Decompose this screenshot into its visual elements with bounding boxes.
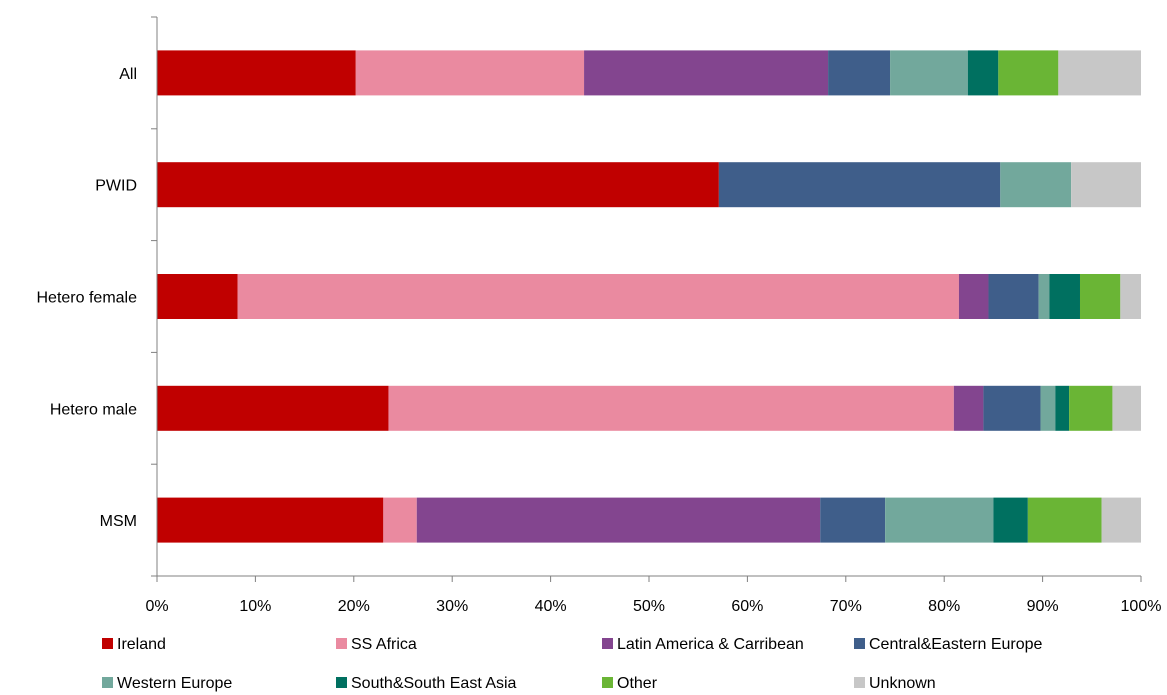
y-tick-label-pwid: PWID [95, 178, 137, 195]
bar-segment-pwid-western-europe [1000, 162, 1072, 208]
y-tick-label-msm: MSM [100, 513, 137, 530]
bar-segment-hetero-female-latin-america-carribean [958, 274, 989, 319]
bar-segment-all-ss-africa [355, 50, 585, 96]
legend-label-ireland: Ireland [117, 636, 166, 653]
legend-label-central-eastern-europe: Central&Eastern Europe [869, 636, 1043, 653]
legend-swatch-south-south-east-asia [336, 677, 347, 688]
legend: Ireland SS Africa Latin America & Carribea… [102, 636, 1043, 692]
bar-segment-hetero-female-western-europe [1038, 274, 1050, 319]
bar-segment-all-other [998, 50, 1059, 96]
legend-swatch-latin-america-carribean [602, 638, 613, 649]
x-tick-label: 20% [338, 598, 370, 615]
bar-segment-hetero-male-ireland [157, 385, 389, 431]
bars-layer [157, 50, 1141, 543]
legend-swatch-central-eastern-europe [854, 638, 865, 649]
legend-label-latin-america-carribean: Latin America & Carribean [617, 636, 804, 653]
legend-label-ss-africa: SS Africa [351, 636, 417, 653]
x-tick-label: 0% [145, 598, 168, 615]
bar-segment-msm-other [1027, 497, 1102, 543]
x-tick-label: 40% [535, 598, 567, 615]
bar-segment-hetero-female-unknown [1120, 274, 1141, 319]
x-tick-label: 100% [1121, 598, 1162, 615]
bar-segment-msm-unknown [1101, 497, 1141, 543]
bar-segment-hetero-male-south-south-east-asia [1055, 385, 1070, 431]
legend-label-other: Other [617, 675, 658, 692]
bar-segment-hetero-male-unknown [1112, 385, 1141, 431]
bar-segment-hetero-female-other [1079, 274, 1121, 319]
x-tick-label: 70% [830, 598, 862, 615]
bar-segment-hetero-male-latin-america-carribean [953, 385, 984, 431]
bar-segment-all-unknown [1058, 50, 1141, 96]
axes-layer [151, 16, 1142, 582]
bar-segment-all-latin-america-carribean [584, 50, 829, 96]
bar-segment-hetero-female-central-eastern-europe [988, 274, 1039, 319]
y-tick-label-hetero-female: Hetero female [37, 290, 138, 307]
legend-swatch-ireland [102, 638, 113, 649]
y-tick-label-all: All [119, 66, 137, 83]
bar-segment-hetero-female-ss-africa [237, 274, 959, 319]
bar-segment-msm-central-eastern-europe [820, 497, 886, 543]
bar-segment-msm-latin-america-carribean [416, 497, 821, 543]
bar-segment-pwid-ireland [157, 162, 719, 208]
bar-segment-all-central-eastern-europe [828, 50, 891, 96]
x-tick-label: 60% [731, 598, 763, 615]
legend-swatch-ss-africa [336, 638, 347, 649]
bar-segment-all-south-south-east-asia [967, 50, 999, 96]
bar-segment-hetero-female-south-south-east-asia [1049, 274, 1080, 319]
bar-segment-all-western-europe [890, 50, 968, 96]
legend-swatch-western-europe [102, 677, 113, 688]
bar-segment-msm-south-south-east-asia [993, 497, 1028, 543]
legend-label-unknown: Unknown [869, 675, 936, 692]
bar-segment-msm-western-europe [885, 497, 994, 543]
bar-segment-all-ireland [157, 50, 356, 96]
bar-segment-hetero-male-ss-africa [388, 385, 954, 431]
x-tick-label: 50% [633, 598, 665, 615]
legend-swatch-unknown [854, 677, 865, 688]
bar-segment-pwid-unknown [1071, 162, 1141, 208]
legend-label-south-south-east-asia: South&South East Asia [351, 675, 517, 692]
x-tick-label: 30% [436, 598, 468, 615]
legend-swatch-other [602, 677, 613, 688]
legend-label-western-europe: Western Europe [117, 675, 232, 692]
x-tick-label: 10% [239, 598, 271, 615]
x-tick-label: 80% [928, 598, 960, 615]
bar-segment-pwid-central-eastern-europe [718, 162, 1001, 208]
bar-segment-msm-ss-africa [383, 497, 417, 543]
y-tick-label-hetero-male: Hetero male [50, 401, 137, 418]
bar-segment-msm-ireland [157, 497, 384, 543]
bar-segment-hetero-male-western-europe [1040, 385, 1056, 431]
labels-layer: All PWID Hetero female Hetero male MSM 0% 10% 2… [37, 66, 1162, 615]
x-tick-label: 90% [1027, 598, 1059, 615]
bar-segment-hetero-female-ireland [157, 274, 238, 319]
bar-segment-hetero-male-other [1069, 385, 1113, 431]
bar-segment-hetero-male-central-eastern-europe [983, 385, 1041, 431]
